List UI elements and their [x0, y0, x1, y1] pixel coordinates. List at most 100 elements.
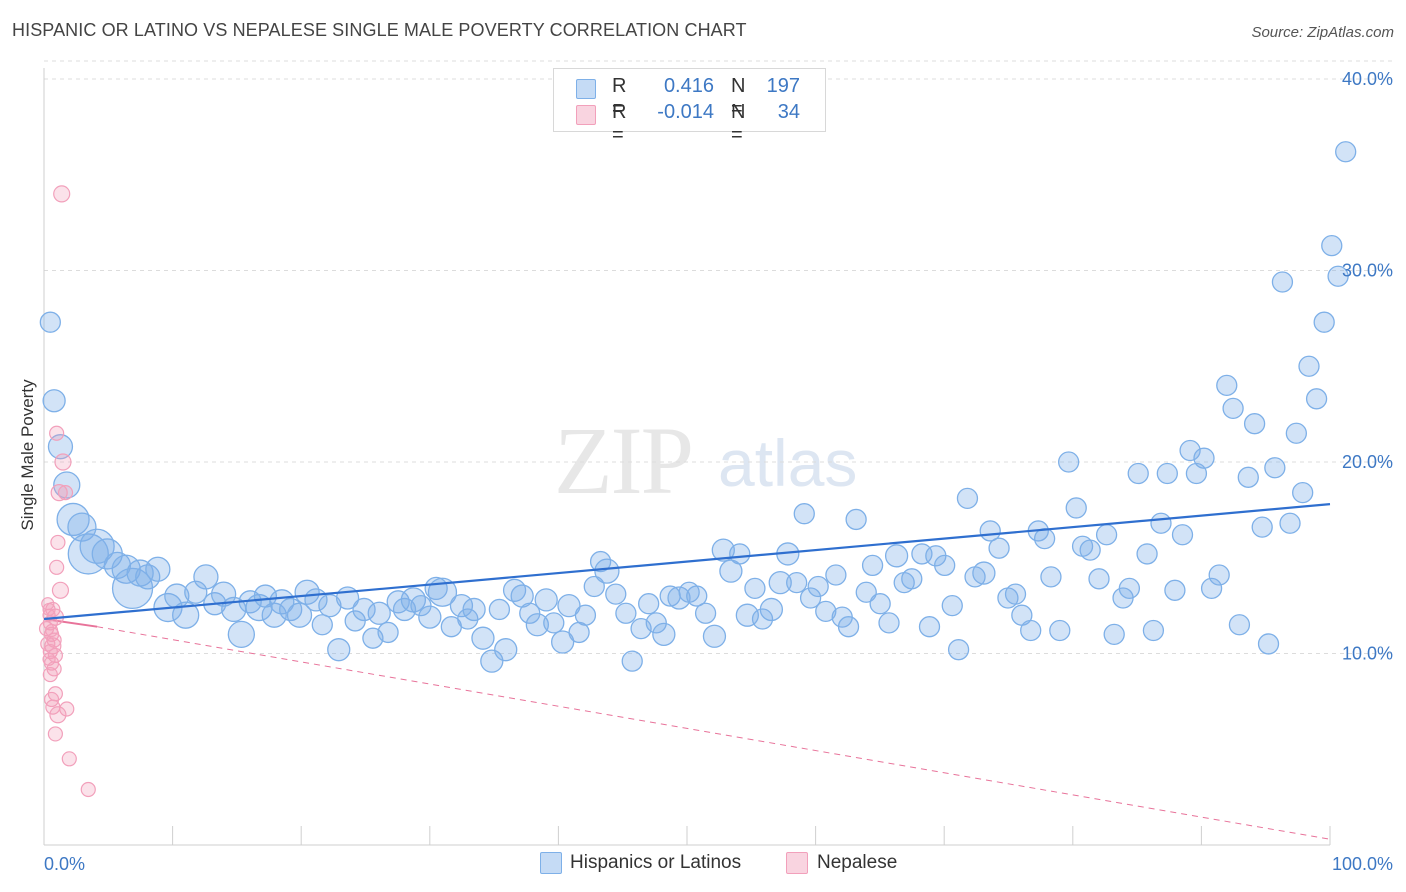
hispanic-trend-line	[43, 503, 1331, 621]
nepalese-point	[53, 185, 71, 203]
hispanic-point	[729, 543, 751, 565]
hispanic-point	[768, 570, 792, 595]
legend-n-label: N =	[731, 75, 746, 120]
hispanic-point	[594, 558, 620, 584]
hispanic-point	[193, 564, 219, 590]
hispanic-point	[719, 559, 743, 583]
hispanic-point	[972, 561, 996, 585]
hispanic-point	[1305, 388, 1328, 410]
hispanic-point	[1251, 516, 1273, 538]
nepalese-swatch	[786, 852, 808, 874]
hispanic-point	[934, 554, 956, 577]
hispanic-point	[392, 597, 417, 622]
hispanic-point	[1237, 466, 1259, 488]
hispanic-point	[1264, 457, 1286, 479]
hispanic-point	[652, 622, 676, 646]
nepalese-point	[49, 425, 65, 441]
nepalese-point	[44, 623, 59, 638]
hispanic-point	[1127, 462, 1149, 485]
hispanic-point	[184, 580, 208, 604]
legend-label: Nepalese	[817, 852, 898, 873]
hispanic-point	[807, 575, 829, 598]
hispanic-point	[551, 630, 575, 654]
hispanic-point	[751, 608, 774, 630]
hispanic-point	[1222, 397, 1244, 420]
axes	[43, 68, 1331, 846]
nepalese-trend-extension	[97, 626, 1331, 840]
nepalese-point	[43, 691, 60, 708]
hispanic-point	[525, 613, 549, 637]
hispanic-point	[1321, 234, 1343, 257]
legend-n-value: 197	[766, 75, 800, 97]
y-tick-label: 30.0%	[1342, 261, 1393, 281]
hispanic-point	[786, 571, 808, 594]
hispanic-point	[42, 389, 66, 413]
hispanic-point	[947, 639, 970, 661]
hispanic-point	[583, 575, 605, 598]
legend-r-label: R =	[612, 101, 627, 146]
nepalese-point	[59, 701, 75, 717]
hispanic-point	[534, 588, 558, 612]
nepalese-point	[61, 751, 77, 767]
hispanic-point	[1033, 527, 1056, 550]
hispanic-point	[418, 605, 442, 629]
nepalese-point	[50, 484, 68, 502]
hispanic-trend	[43, 503, 1331, 621]
hispanic-point	[39, 311, 61, 333]
hispanic-point	[694, 602, 717, 624]
hispanic-point	[1279, 512, 1301, 534]
hispanic-point	[1058, 451, 1080, 473]
hispanic-point	[79, 528, 115, 564]
hispanic-point	[621, 650, 643, 672]
watermark-atlas: atlas	[718, 426, 858, 500]
nepalese-point	[51, 581, 70, 599]
hispanic-point	[56, 502, 90, 537]
hispanic-point	[861, 554, 884, 577]
nepalese-swatch	[576, 105, 596, 125]
hispanic-point	[793, 503, 815, 525]
hispanic-point	[1243, 413, 1266, 435]
y-tick-label: 10.0%	[1342, 644, 1393, 664]
hispanic-point	[1285, 422, 1307, 444]
chart-title: HISPANIC OR LATINO VS NEPALESE SINGLE MA…	[12, 20, 747, 40]
hispanic-point	[901, 568, 923, 590]
hispanic-point	[638, 593, 660, 615]
hispanic-point	[471, 626, 495, 650]
hispanic-point	[1142, 619, 1165, 642]
nepalese-point	[54, 453, 72, 471]
hispanic-point	[686, 585, 708, 607]
hispanic-point	[1088, 568, 1110, 590]
hispanic-point	[1257, 633, 1280, 655]
hispanic-point	[1156, 462, 1178, 485]
hispanic-point	[449, 593, 474, 618]
hispanic-point	[825, 564, 847, 586]
hispanic-point	[172, 601, 200, 629]
x-tick-label: 100.0%	[1332, 854, 1393, 874]
hispanic-point	[1103, 623, 1125, 645]
hispanic-point	[53, 471, 81, 499]
hispanic-point	[1118, 577, 1141, 600]
hispanic-point	[869, 593, 891, 615]
tick-labels: 10.0% 20.0% 30.0% 40.0% 0.0% 100.0%	[44, 69, 1393, 874]
nepalese-point	[49, 706, 67, 724]
hispanic-point	[615, 602, 637, 624]
hispanic-point	[327, 638, 351, 662]
hispanic-point	[1228, 614, 1251, 636]
y-axis-label: Single Male Poverty	[18, 379, 37, 531]
hispanic-point	[645, 612, 667, 634]
hispanic-point	[210, 581, 237, 607]
hispanic-point	[557, 593, 581, 618]
hispanic-points	[39, 141, 1357, 673]
hispanic-point	[1271, 271, 1294, 293]
hispanic-swatch	[576, 79, 596, 99]
legend-r-label: R =	[612, 75, 627, 120]
hispanic-point	[1136, 543, 1158, 565]
nepalese-trend-line	[43, 618, 1331, 840]
hispanic-point	[918, 616, 941, 638]
watermark-zip: ZIP	[554, 407, 694, 514]
hispanic-point	[744, 577, 766, 600]
hispanic-point	[1208, 564, 1230, 586]
hispanic-point	[941, 594, 963, 617]
nepalese-point	[50, 534, 66, 551]
